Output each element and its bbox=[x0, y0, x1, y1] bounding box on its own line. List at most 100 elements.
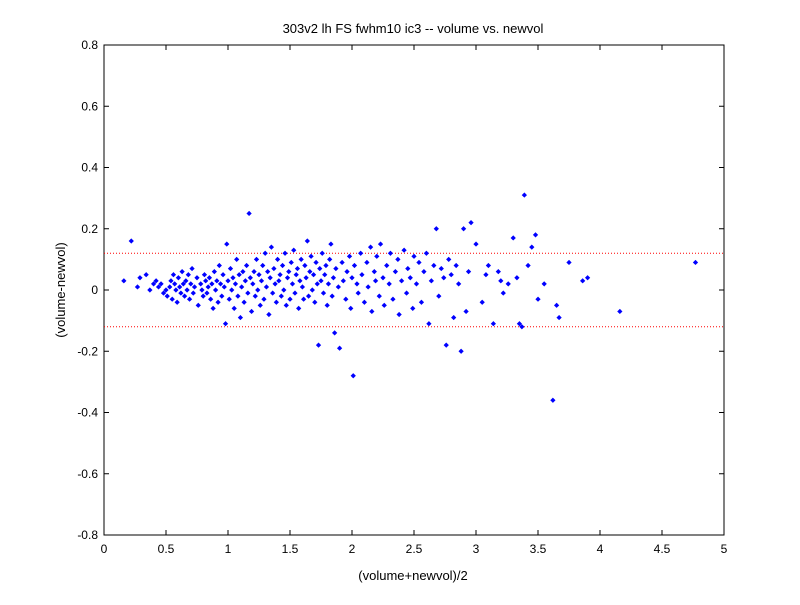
data-point bbox=[584, 275, 591, 281]
data-point bbox=[245, 290, 251, 296]
data-point bbox=[309, 287, 315, 293]
data-point bbox=[232, 281, 239, 287]
data-point bbox=[330, 275, 337, 281]
data-point bbox=[465, 269, 472, 275]
data-point bbox=[272, 281, 278, 287]
data-point bbox=[222, 321, 229, 327]
data-point bbox=[525, 262, 531, 269]
data-point bbox=[208, 296, 214, 302]
data-point bbox=[377, 241, 384, 247]
data-point bbox=[153, 278, 159, 284]
data-point bbox=[365, 284, 371, 290]
data-point bbox=[174, 299, 180, 305]
x-tick-labels: 0 0.5 1 1.5 2 2.5 3 3.5 4 4.5 5 bbox=[101, 542, 728, 556]
data-point bbox=[380, 275, 386, 281]
data-point bbox=[498, 278, 504, 284]
data-point bbox=[189, 265, 195, 272]
data-point bbox=[376, 293, 382, 299]
y-tick-label: 0.2 bbox=[81, 222, 98, 236]
data-point bbox=[164, 293, 170, 299]
data-point bbox=[231, 305, 237, 311]
data-point bbox=[255, 287, 261, 293]
data-point bbox=[443, 342, 449, 348]
data-point bbox=[209, 281, 215, 287]
data-point bbox=[395, 256, 401, 262]
data-point bbox=[500, 290, 506, 296]
data-point bbox=[407, 275, 413, 281]
data-point bbox=[308, 253, 314, 259]
data-point bbox=[505, 281, 511, 287]
data-point bbox=[247, 275, 253, 281]
data-point bbox=[302, 262, 308, 269]
chart-title: 303v2 lh FS fwhm10 ic3 -- volume vs. new… bbox=[283, 21, 544, 36]
data-point bbox=[214, 278, 220, 284]
data-point bbox=[299, 284, 306, 290]
data-point bbox=[160, 290, 167, 296]
data-point bbox=[287, 296, 293, 302]
data-point bbox=[184, 287, 190, 293]
data-point bbox=[281, 287, 287, 293]
data-point bbox=[198, 281, 204, 287]
data-point bbox=[294, 265, 301, 272]
data-point bbox=[276, 278, 282, 284]
data-point bbox=[236, 272, 242, 278]
data-point bbox=[510, 235, 516, 241]
data-point bbox=[320, 290, 327, 296]
data-point bbox=[535, 296, 541, 302]
data-point bbox=[167, 284, 173, 290]
data-point bbox=[263, 284, 270, 290]
data-point bbox=[305, 293, 312, 299]
data-point bbox=[448, 272, 454, 278]
data-point bbox=[396, 311, 402, 318]
data-point bbox=[271, 265, 277, 272]
data-point bbox=[289, 281, 296, 287]
data-point bbox=[179, 269, 185, 275]
data-point bbox=[291, 247, 297, 253]
data-point bbox=[416, 259, 422, 266]
data-point bbox=[147, 287, 153, 293]
data-point bbox=[322, 272, 328, 278]
data-point bbox=[284, 275, 291, 281]
x-tick-label: 1 bbox=[225, 542, 232, 556]
data-point bbox=[143, 272, 149, 278]
data-point bbox=[268, 244, 275, 250]
data-point bbox=[473, 241, 479, 247]
data-point bbox=[169, 296, 175, 302]
data-point bbox=[234, 256, 240, 262]
data-point bbox=[274, 256, 281, 262]
data-point bbox=[329, 293, 335, 299]
x-tick-label: 4.5 bbox=[654, 542, 671, 556]
data-point bbox=[267, 275, 273, 281]
y-tick-label: -0.6 bbox=[77, 467, 98, 481]
data-point bbox=[354, 281, 360, 287]
x-tick-label: 0 bbox=[101, 542, 108, 556]
data-point bbox=[458, 348, 464, 354]
data-point bbox=[433, 226, 439, 232]
data-point bbox=[483, 272, 489, 278]
data-point bbox=[371, 269, 377, 275]
x-tick-label: 2.5 bbox=[406, 542, 423, 556]
data-point bbox=[348, 305, 354, 311]
data-point bbox=[431, 262, 437, 269]
data-point bbox=[313, 259, 319, 266]
data-point bbox=[303, 275, 309, 281]
data-point bbox=[229, 287, 235, 293]
data-point bbox=[398, 278, 405, 284]
data-point bbox=[181, 293, 188, 299]
data-point bbox=[358, 250, 364, 256]
data-point bbox=[253, 256, 260, 262]
data-point bbox=[327, 256, 333, 262]
data-point bbox=[312, 299, 318, 305]
y-tick-label: 0.6 bbox=[81, 99, 98, 113]
data-point bbox=[279, 262, 286, 269]
data-point bbox=[514, 275, 520, 281]
data-point bbox=[215, 299, 221, 305]
data-point bbox=[226, 296, 232, 302]
data-point bbox=[333, 265, 339, 272]
data-point bbox=[332, 330, 338, 336]
data-point bbox=[372, 278, 379, 284]
data-points bbox=[121, 192, 699, 403]
data-point bbox=[262, 250, 268, 256]
data-point bbox=[282, 250, 288, 256]
data-point bbox=[278, 293, 284, 299]
